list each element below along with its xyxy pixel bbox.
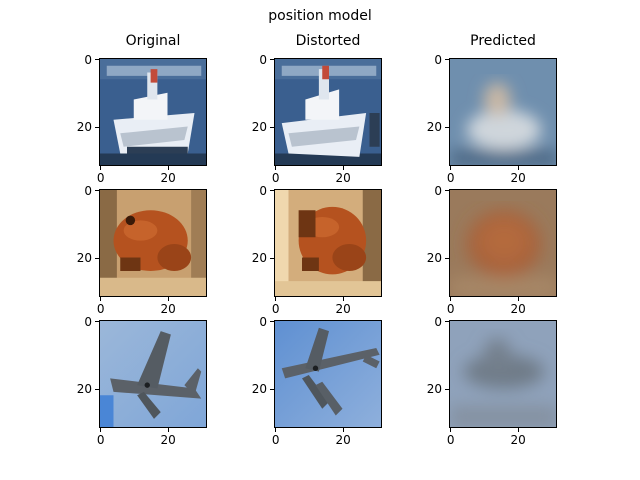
y-tick-label: 0 bbox=[259, 185, 267, 197]
x-tick bbox=[100, 428, 101, 432]
x-tick bbox=[518, 166, 519, 170]
image-original-ship bbox=[100, 59, 207, 166]
x-tick-label: 20 bbox=[161, 303, 176, 315]
panel-distorted-frog bbox=[274, 189, 382, 297]
x-tick bbox=[343, 428, 344, 432]
y-tick bbox=[270, 59, 274, 60]
y-tick bbox=[445, 321, 449, 322]
y-tick-label: 0 bbox=[259, 316, 267, 328]
y-tick-label: 0 bbox=[259, 54, 267, 66]
y-tick-label: 20 bbox=[252, 383, 267, 395]
x-tick-label: 20 bbox=[511, 172, 526, 184]
y-tick-label: 0 bbox=[84, 316, 92, 328]
y-tick bbox=[445, 127, 449, 128]
x-tick-label: 0 bbox=[447, 303, 455, 315]
y-tick bbox=[95, 258, 99, 259]
x-tick-label: 0 bbox=[97, 303, 105, 315]
y-tick-label: 20 bbox=[77, 252, 92, 264]
y-tick-label: 20 bbox=[252, 252, 267, 264]
x-tick-label: 0 bbox=[447, 172, 455, 184]
y-tick bbox=[270, 127, 274, 128]
y-tick bbox=[270, 389, 274, 390]
x-tick bbox=[450, 428, 451, 432]
y-tick bbox=[95, 59, 99, 60]
x-tick bbox=[100, 166, 101, 170]
figure-title: position model bbox=[0, 8, 640, 24]
column-title-predicted: Predicted bbox=[443, 33, 563, 49]
column-title-distorted: Distorted bbox=[268, 33, 388, 49]
panel-original-ship bbox=[99, 58, 207, 166]
x-tick-label: 0 bbox=[272, 172, 280, 184]
y-tick bbox=[95, 321, 99, 322]
x-tick-label: 20 bbox=[336, 434, 351, 446]
x-tick bbox=[518, 297, 519, 301]
panel-predicted-airplane bbox=[449, 320, 557, 428]
image-distorted-airplane bbox=[275, 321, 382, 428]
y-tick-label: 0 bbox=[434, 54, 442, 66]
y-tick-label: 0 bbox=[434, 185, 442, 197]
x-tick bbox=[343, 166, 344, 170]
y-tick-label: 20 bbox=[252, 121, 267, 133]
image-original-airplane bbox=[100, 321, 207, 428]
column-title-original: Original bbox=[93, 33, 213, 49]
x-tick-label: 20 bbox=[161, 434, 176, 446]
panel-distorted-ship bbox=[274, 58, 382, 166]
y-tick bbox=[445, 59, 449, 60]
x-tick bbox=[450, 166, 451, 170]
y-tick bbox=[95, 127, 99, 128]
x-tick-label: 20 bbox=[161, 172, 176, 184]
y-tick-label: 0 bbox=[84, 185, 92, 197]
x-tick bbox=[275, 297, 276, 301]
y-tick-label: 0 bbox=[84, 54, 92, 66]
x-tick-label: 0 bbox=[97, 434, 105, 446]
x-tick-label: 20 bbox=[511, 434, 526, 446]
y-tick-label: 20 bbox=[77, 121, 92, 133]
panel-original-frog bbox=[99, 189, 207, 297]
x-tick bbox=[168, 297, 169, 301]
x-tick bbox=[343, 297, 344, 301]
panel-predicted-ship bbox=[449, 58, 557, 166]
y-tick bbox=[270, 321, 274, 322]
x-tick bbox=[275, 428, 276, 432]
y-tick-label: 20 bbox=[427, 383, 442, 395]
panel-distorted-airplane bbox=[274, 320, 382, 428]
y-tick-label: 20 bbox=[427, 252, 442, 264]
x-tick-label: 20 bbox=[336, 172, 351, 184]
image-predicted-airplane bbox=[450, 321, 557, 428]
panel-original-airplane bbox=[99, 320, 207, 428]
image-predicted-ship bbox=[450, 59, 557, 166]
x-tick bbox=[275, 166, 276, 170]
y-tick bbox=[445, 258, 449, 259]
x-tick bbox=[100, 297, 101, 301]
image-predicted-frog bbox=[450, 190, 557, 297]
x-tick bbox=[168, 428, 169, 432]
y-tick-label: 20 bbox=[77, 383, 92, 395]
panel-predicted-frog bbox=[449, 189, 557, 297]
y-tick bbox=[445, 389, 449, 390]
x-tick bbox=[168, 166, 169, 170]
x-tick-label: 0 bbox=[272, 434, 280, 446]
y-tick-label: 0 bbox=[434, 316, 442, 328]
y-tick bbox=[445, 190, 449, 191]
x-tick-label: 0 bbox=[447, 434, 455, 446]
x-tick bbox=[450, 297, 451, 301]
x-tick-label: 0 bbox=[272, 303, 280, 315]
y-tick bbox=[270, 258, 274, 259]
y-tick-label: 20 bbox=[427, 121, 442, 133]
y-tick bbox=[95, 389, 99, 390]
y-tick bbox=[270, 190, 274, 191]
x-tick-label: 0 bbox=[97, 172, 105, 184]
x-tick-label: 20 bbox=[511, 303, 526, 315]
image-distorted-frog bbox=[275, 190, 382, 297]
x-tick bbox=[518, 428, 519, 432]
image-distorted-ship bbox=[275, 59, 382, 166]
y-tick bbox=[95, 190, 99, 191]
x-tick-label: 20 bbox=[336, 303, 351, 315]
image-original-frog bbox=[100, 190, 207, 297]
